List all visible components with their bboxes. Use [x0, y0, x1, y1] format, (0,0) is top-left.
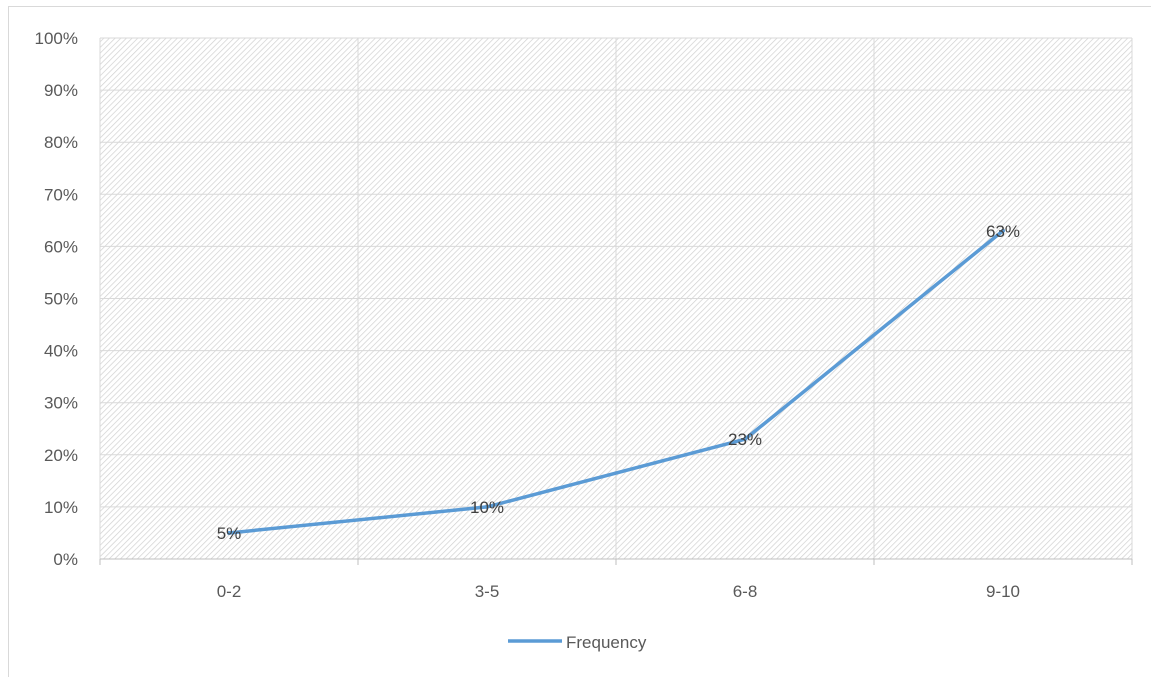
y-tick-label: 90% [44, 81, 78, 100]
y-tick-label: 50% [44, 290, 78, 309]
y-tick-label: 80% [44, 133, 78, 152]
y-tick-label: 0% [53, 550, 78, 569]
series-layer [227, 228, 1005, 535]
data-point[interactable] [485, 504, 489, 509]
x-axis: 0-2 3-5 6-8 9-10 [99, 558, 1133, 601]
y-tick-label: 20% [44, 446, 78, 465]
data-point[interactable] [227, 530, 231, 535]
y-tick-label: 30% [44, 394, 78, 413]
data-label: 23% [728, 430, 762, 449]
x-tick-label: 6-8 [733, 582, 758, 601]
y-tick-label: 100% [35, 29, 78, 48]
legend-label: Frequency [566, 633, 647, 652]
chart-frame [8, 6, 1151, 677]
y-tick-label: 10% [44, 498, 78, 517]
data-labels: 5% 10% 23% 63% [217, 222, 1020, 543]
x-tick-label: 0-2 [217, 582, 242, 601]
data-label: 63% [986, 222, 1020, 241]
legend[interactable]: Frequency [508, 633, 647, 652]
y-axis: 0% 10% 20% 30% 40% 50% 60% 70% 80% 90% 100% [35, 29, 78, 569]
data-label: 5% [217, 524, 242, 543]
series-line-frequency[interactable] [227, 229, 1005, 535]
y-tick-label: 70% [44, 185, 78, 204]
data-point[interactable] [743, 437, 747, 442]
x-tick-label: 3-5 [475, 582, 500, 601]
x-tick-label: 9-10 [986, 582, 1020, 601]
y-tick-label: 40% [44, 342, 78, 361]
y-tick-label: 60% [44, 237, 78, 256]
data-point[interactable] [1001, 228, 1005, 233]
data-label: 10% [470, 498, 504, 517]
